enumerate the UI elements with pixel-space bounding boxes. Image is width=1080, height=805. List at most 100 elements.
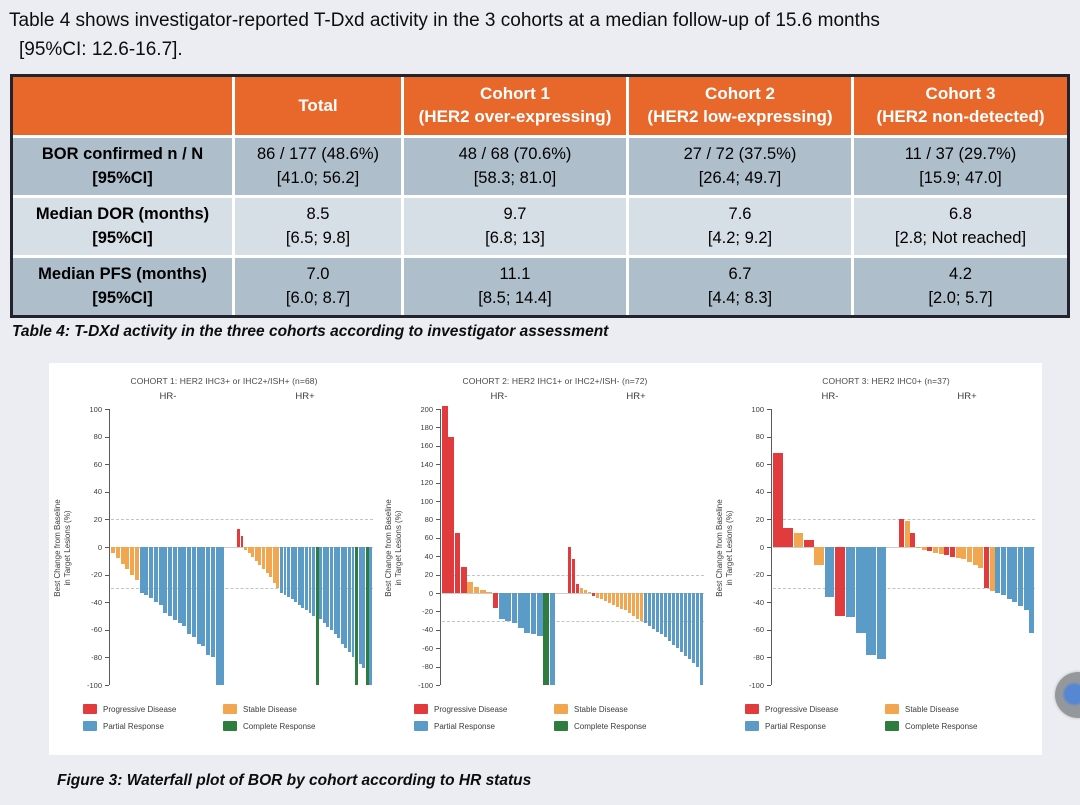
pr-swatch-icon: [414, 721, 428, 731]
bar-pr: [549, 593, 556, 685]
cell-ci: [26.4; 49.7]: [698, 168, 782, 187]
reference-line: [773, 588, 1035, 590]
y-axis-label: Best Change from Baseline in Target Lesio…: [384, 499, 403, 597]
cell-value: 9.7: [503, 205, 527, 224]
table-cell: 4.2 [2.0; 5.7]: [854, 258, 1067, 315]
bar-sd: [580, 588, 584, 593]
bar-pr: [168, 547, 173, 616]
figure-card: COHORT 1: HER2 IHC3+ or IHC2+/ISH+ (n=68…: [49, 363, 1042, 755]
y-tick: [436, 519, 440, 521]
bar-sd: [921, 547, 927, 550]
cell-ci: [58.3; 81.0]: [473, 168, 557, 187]
y-tick-label: -60: [753, 625, 764, 635]
y-tick-label: 100: [89, 404, 102, 414]
legend-label: Partial Response: [434, 721, 495, 731]
y-tick: [436, 409, 440, 410]
y-tick-label: 40: [93, 487, 102, 497]
cell-value: 6.7: [728, 265, 752, 284]
y-tick: [436, 629, 440, 631]
y-tick-label: 200: [420, 404, 433, 414]
bar-pr: [524, 593, 530, 633]
cell-value: 6.8: [949, 205, 972, 224]
bar-pr: [876, 547, 887, 659]
bar-pd: [835, 547, 845, 616]
bar-sd: [251, 547, 255, 557]
table-cell: 9.7 [6.8; 13]: [404, 198, 626, 255]
bar-sd: [473, 587, 480, 593]
sd-swatch-icon: [554, 704, 568, 714]
bar-pd: [804, 540, 814, 547]
y-tick: [436, 648, 440, 650]
y-tick-label: -80: [422, 662, 433, 672]
bar-pr: [182, 547, 187, 626]
bar-pr: [344, 547, 348, 648]
group-label: HR-: [490, 391, 508, 402]
legend-label: Complete Response: [574, 721, 647, 731]
bar-pd: [448, 436, 454, 593]
waterfall-panel-cohort1: COHORT 1: HER2 IHC3+ or IHC2+/ISH+ (n=68…: [49, 363, 380, 755]
bar-pr: [287, 547, 290, 597]
bar-pr: [301, 547, 305, 608]
bar-sd: [933, 547, 938, 553]
bar-sd: [904, 520, 910, 547]
y-tick-label: -60: [422, 643, 433, 653]
bar-pr: [511, 593, 518, 624]
y-tick: [436, 611, 440, 613]
table-header-cell-cohort1: Cohort 1 (HER2 over-expressing): [404, 77, 626, 135]
y-tick: [105, 409, 109, 410]
legend-item: Complete Response: [885, 721, 1025, 731]
bar-sd: [972, 547, 978, 565]
bar-pd: [950, 547, 955, 557]
y-tick: [105, 629, 109, 631]
y-tick-label: -20: [91, 570, 102, 580]
legend-item: Complete Response: [554, 721, 694, 731]
cell-value: 27 / 72 (37.5%): [683, 145, 797, 164]
bar-pr: [1018, 547, 1023, 607]
y-tick: [436, 574, 440, 576]
bar-pr: [1029, 547, 1035, 633]
camera-bubble[interactable]: [1055, 672, 1080, 718]
bar-pr: [279, 547, 283, 593]
bar-pr: [824, 547, 835, 597]
bar-pr: [139, 547, 144, 593]
bar-pr: [696, 593, 700, 667]
bar-pr: [668, 593, 672, 641]
y-tick-label: 140: [420, 459, 433, 469]
legend-item: Progressive Disease: [414, 704, 554, 714]
bar-sd: [989, 547, 995, 592]
bar-pr: [206, 547, 211, 655]
bar-sd: [120, 547, 125, 564]
y-axis: [771, 409, 772, 685]
cell-ci: [6.8; 13]: [485, 228, 545, 247]
table-cell: 6.7 [4.4; 8.3]: [629, 258, 851, 315]
bar-cr: [543, 593, 549, 685]
bar-pr: [347, 547, 351, 652]
bar-sd: [258, 547, 262, 565]
y-tick: [105, 519, 109, 521]
bar-sd: [955, 547, 961, 559]
bar-pr: [326, 547, 330, 628]
cr-swatch-icon: [885, 721, 899, 731]
bar-pr: [340, 547, 344, 644]
y-tick-label: 60: [755, 459, 764, 469]
legend-label: Progressive Disease: [765, 704, 839, 714]
bar-pr: [158, 547, 163, 605]
bar-pr: [845, 547, 856, 618]
bar-sd: [130, 547, 135, 575]
bar-sd: [276, 547, 280, 589]
bar-pd: [592, 593, 596, 596]
y-tick-label: -40: [753, 597, 764, 607]
bar-sd: [978, 547, 984, 568]
header-line: (HER2 non-detected): [876, 107, 1045, 126]
legend-item: Partial Response: [414, 721, 554, 731]
bar-cr: [365, 547, 369, 685]
y-tick: [105, 685, 109, 686]
y-tick: [105, 657, 109, 659]
bar-sd: [111, 547, 116, 553]
y-tick: [767, 519, 771, 521]
bar-sd: [640, 593, 644, 621]
bar-sd: [247, 547, 251, 553]
bar-sd: [262, 547, 265, 570]
bar-pr: [333, 547, 337, 634]
y-tick-label: -40: [91, 597, 102, 607]
